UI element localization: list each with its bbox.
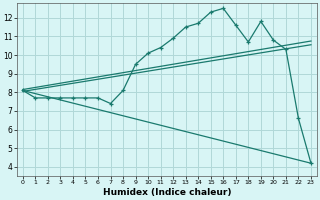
X-axis label: Humidex (Indice chaleur): Humidex (Indice chaleur) [103,188,231,197]
